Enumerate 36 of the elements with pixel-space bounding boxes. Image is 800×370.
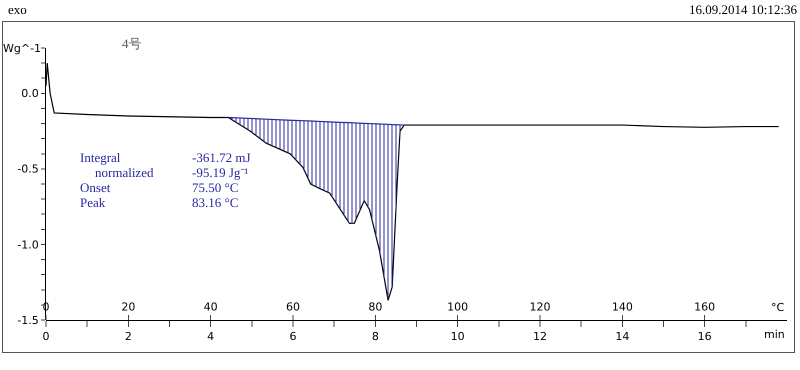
y-tick-label: 0.0 [21, 87, 39, 100]
x2-tick-label: 6 [290, 330, 296, 344]
annotation: -361.72 mJ [192, 150, 250, 165]
annotation: 4号 [122, 36, 142, 51]
text: exo [8, 2, 27, 17]
x-tick-label: 20 [121, 300, 136, 314]
x2-tick-label: 16 [698, 330, 712, 344]
x2-tick-label: 2 [124, 330, 132, 344]
x-tick-label: 160 [694, 300, 716, 314]
annotation: Peak [80, 195, 106, 210]
x2-tick-label: 10 [450, 330, 465, 344]
x-tick-label: 40 [204, 300, 218, 314]
y-tick-label: -0.5 [17, 162, 39, 176]
annotation: Onset [80, 180, 110, 195]
x2-tick-label: 14 [615, 330, 630, 344]
x2-axis-title: min [764, 328, 785, 341]
annotation: -95.19 Jg⁻¹ [192, 165, 248, 180]
annotation: 83.16 °C [192, 195, 238, 210]
annotation: Integral [80, 150, 120, 165]
y-axis-title: Wg^-1 [3, 42, 42, 55]
text: 16.09.2014 10:12:36 [689, 2, 797, 17]
x-tick-label: 140 [612, 300, 633, 314]
annotation: normalized [95, 165, 154, 180]
x-axis-title: °C [771, 301, 784, 314]
annotation: 75.50 °C [192, 180, 238, 195]
y-tick-label: -1.0 [17, 238, 39, 252]
y-tick-label: -1.5 [17, 314, 39, 327]
x2-tick-label: 4 [207, 330, 214, 344]
x2-tick-label: 0 [42, 330, 50, 344]
x2-tick-label: 12 [533, 330, 547, 344]
x-tick-label: 60 [286, 300, 300, 314]
line-series [228, 116, 405, 126]
x-tick-label: 120 [530, 300, 550, 314]
x-tick-label: 80 [368, 300, 382, 314]
x2-tick-label: 8 [372, 330, 379, 344]
x-tick-label: 100 [447, 300, 468, 314]
